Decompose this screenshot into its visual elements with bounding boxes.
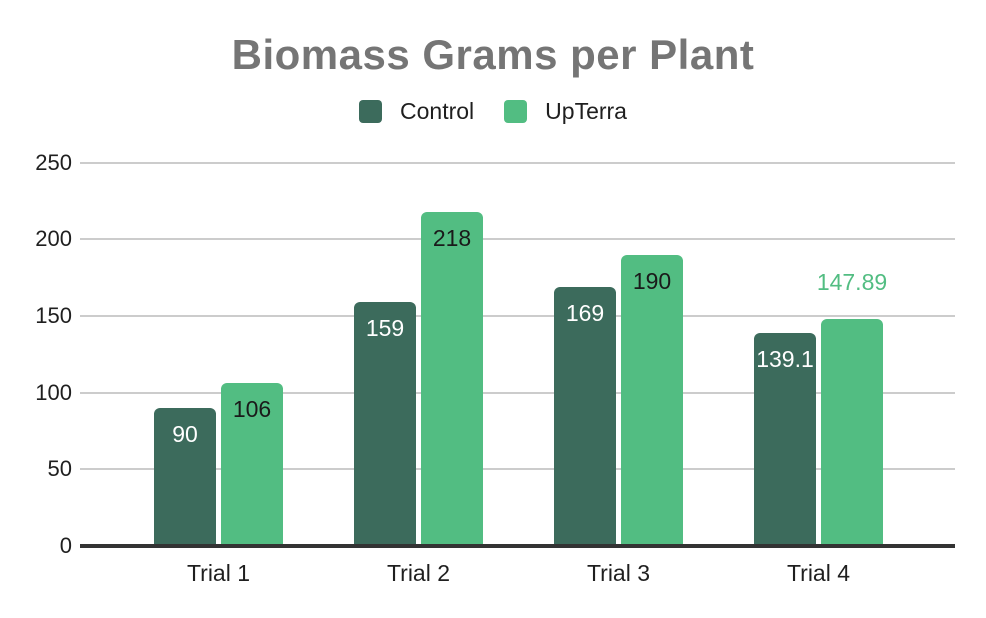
gridline (80, 391, 955, 394)
x-axis-tick-label: Trial 4 (786, 560, 851, 586)
legend-item-control: Control (359, 98, 474, 124)
bar-upterra-trial-1[interactable] (221, 383, 283, 546)
gridline (80, 161, 955, 164)
y-axis-tick-label: 250 (35, 149, 72, 175)
bar-control-trial-1[interactable] (154, 408, 216, 546)
legend-item-upterra: UpTerra (504, 98, 627, 124)
bar-value-label: 139.1 (756, 345, 814, 372)
gridline (80, 468, 955, 471)
y-axis-tick-label: 50 (47, 456, 72, 482)
legend-label-upterra: UpTerra (545, 98, 627, 124)
x-axis-baseline (80, 544, 955, 548)
bar-control-trial-4[interactable] (754, 332, 816, 546)
bar-value-label: 159 (365, 315, 405, 342)
legend-label-control: Control (400, 98, 475, 124)
bar-value-label: 106 (232, 396, 272, 423)
bar-value-label: 169 (565, 299, 605, 326)
x-axis-tick-label: Trial 1 (186, 560, 251, 586)
bar-control-trial-3[interactable] (554, 286, 616, 546)
gridline (80, 315, 955, 318)
bar-value-label: 218 (432, 224, 472, 251)
chart-title: Biomass Grams per Plant (231, 31, 755, 78)
gridline (80, 238, 955, 241)
y-axis-tick-label: 150 (35, 303, 72, 329)
x-axis-tick-label: Trial 2 (386, 560, 451, 586)
y-axis-tick-label: 200 (35, 226, 72, 252)
bar-upterra-trial-4[interactable] (821, 319, 883, 546)
control-series-swatch (359, 99, 383, 123)
bar-value-label: 90 (172, 421, 198, 447)
x-axis-tick-label: Trial 3 (586, 560, 651, 586)
bar-value-label: 190 (632, 267, 672, 294)
bar-control-trial-2[interactable] (354, 302, 416, 546)
y-axis-tick-label: 0 (59, 533, 72, 558)
bar-upterra-trial-2[interactable] (421, 211, 483, 546)
upterra-series-swatch (504, 99, 528, 123)
legend: Control UpTerra (0, 98, 986, 124)
y-axis-tick-label: 100 (35, 379, 72, 405)
bar-value-label: 147.89 (816, 269, 888, 296)
bar-upterra-trial-3[interactable] (621, 254, 683, 546)
